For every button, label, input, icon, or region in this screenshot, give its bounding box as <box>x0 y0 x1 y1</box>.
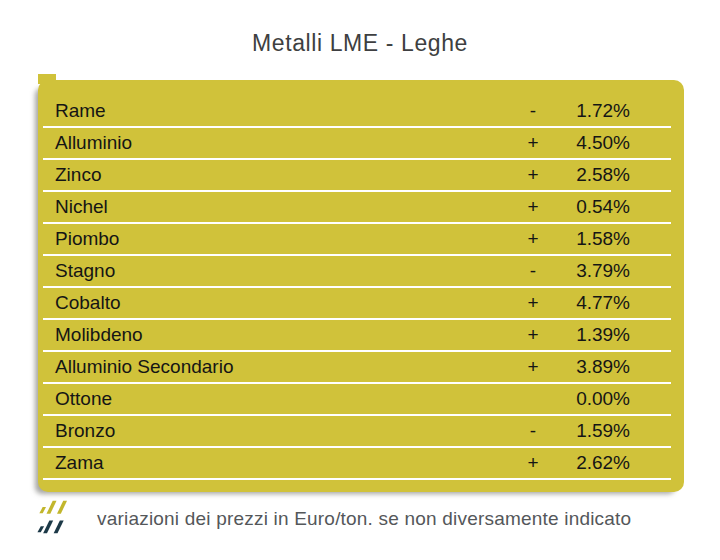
table-row: Stagno - 3.79% <box>43 256 671 288</box>
change-value: 1.72% <box>552 100 630 122</box>
change-value: 0.00% <box>552 388 630 410</box>
change-sign: + <box>514 324 552 346</box>
table-row: Piombo + 1.58% <box>43 224 671 256</box>
table-row: Alluminio Secondario + 3.89% <box>43 352 671 384</box>
change-value: 1.58% <box>552 228 630 250</box>
change-value: 2.62% <box>552 452 630 474</box>
table-row: Molibdeno + 1.39% <box>43 320 671 352</box>
metal-name: Piombo <box>43 228 514 250</box>
change-sign: + <box>514 452 552 474</box>
table-row: Bronzo - 1.59% <box>43 416 671 448</box>
table-row: Nichel + 0.54% <box>43 192 671 224</box>
footer: variazioni dei prezzi in Euro/ton. se no… <box>36 496 631 542</box>
double-slash-logo-icon <box>36 496 78 542</box>
metal-name: Bronzo <box>43 420 514 442</box>
change-sign: + <box>514 196 552 218</box>
metal-name: Nichel <box>43 196 514 218</box>
metal-name: Zinco <box>43 164 514 186</box>
change-sign: + <box>514 132 552 154</box>
metal-name: Cobalto <box>43 292 514 314</box>
metals-table-card: Rame - 1.72% Alluminio + 4.50% Zinco + 2… <box>38 80 684 492</box>
metal-name: Rame <box>43 100 514 122</box>
change-value: 4.50% <box>552 132 630 154</box>
metals-table-body: Rame - 1.72% Alluminio + 4.50% Zinco + 2… <box>43 96 671 480</box>
change-value: 0.54% <box>552 196 630 218</box>
table-row: Zinco + 2.58% <box>43 160 671 192</box>
change-sign: - <box>514 420 552 442</box>
change-value: 1.59% <box>552 420 630 442</box>
table-row: Alluminio + 4.50% <box>43 128 671 160</box>
metal-name: Molibdeno <box>43 324 514 346</box>
page-title: Metalli LME - Leghe <box>0 30 720 57</box>
metal-name: Ottone <box>43 388 514 410</box>
change-value: 3.79% <box>552 260 630 282</box>
change-sign: - <box>514 260 552 282</box>
change-value: 3.89% <box>552 356 630 378</box>
change-value: 1.39% <box>552 324 630 346</box>
change-sign: - <box>514 100 552 122</box>
table-row: Rame - 1.72% <box>43 96 671 128</box>
table-row: Ottone 0.00% <box>43 384 671 416</box>
metal-name: Alluminio <box>43 132 514 154</box>
footer-note: variazioni dei prezzi in Euro/ton. se no… <box>97 508 631 530</box>
metal-name: Alluminio Secondario <box>43 356 514 378</box>
change-sign: + <box>514 356 552 378</box>
metal-name: Zama <box>43 452 514 474</box>
table-row: Cobalto + 4.77% <box>43 288 671 320</box>
table-row: Zama + 2.62% <box>43 448 671 480</box>
metal-name: Stagno <box>43 260 514 282</box>
change-sign: + <box>514 292 552 314</box>
change-value: 4.77% <box>552 292 630 314</box>
change-sign: + <box>514 164 552 186</box>
change-value: 2.58% <box>552 164 630 186</box>
metals-price-slide: Metalli LME - Leghe Rame - 1.72% Allumin… <box>0 0 720 560</box>
change-sign: + <box>514 228 552 250</box>
